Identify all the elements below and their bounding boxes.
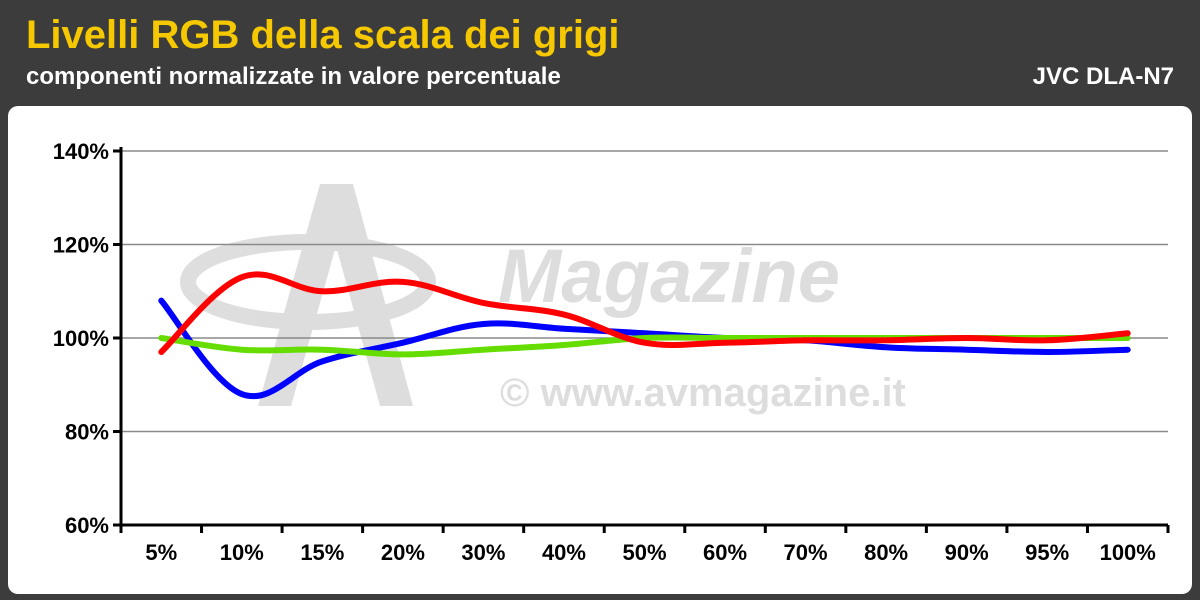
watermark-logo: Magazine © www.avmagazine.it [180,184,906,415]
x-tick-label: 20% [381,540,425,565]
x-tick-label: 70% [784,540,828,565]
x-tick-label: 10% [220,540,264,565]
x-tick-label: 60% [703,540,747,565]
watermark-copyright: © www.avmagazine.it [500,371,906,415]
y-axis-ticks: 60% 80% 100% 120% 140% [53,139,109,538]
y-tick-label: 120% [53,233,109,258]
x-tick-label: 15% [300,540,344,565]
x-tick-label: 95% [1025,540,1069,565]
page-title: Livelli RGB della scala dei grigi [26,13,620,57]
y-tick-label: 100% [53,326,109,351]
x-tick-label: 40% [542,540,586,565]
x-tick-label: 50% [622,540,666,565]
red-series-line [158,271,1131,356]
watermark-logo-text: Magazine [498,234,840,319]
x-tick-label: 5% [145,540,177,565]
x-axis-ticks: 5% 10% 15% 20% 30% 40% 50% 60% 70% 80% 90% 95% 100% [145,540,1156,565]
x-tick-label: 30% [461,540,505,565]
chart-panel: Magazine © www.avmagazine.it 60% 80% 100% 1… [8,106,1192,594]
header: Livelli RGB della scala dei grigi compon… [0,0,1200,103]
x-tick-label: 90% [945,540,989,565]
page-subtitle: componenti normalizzate in valore percen… [26,63,561,90]
x-tick-label: 80% [864,540,908,565]
x-tick-label: 100% [1100,540,1156,565]
y-tick-label: 60% [65,513,109,538]
rgb-levels-chart: Magazine © www.avmagazine.it 60% 80% 100% 1… [53,139,1170,565]
axes [113,147,1170,533]
data-series [158,271,1131,400]
y-tick-label: 140% [53,139,109,164]
model-label: JVC DLA-N7 [1032,63,1174,90]
y-tick-label: 80% [65,420,109,445]
